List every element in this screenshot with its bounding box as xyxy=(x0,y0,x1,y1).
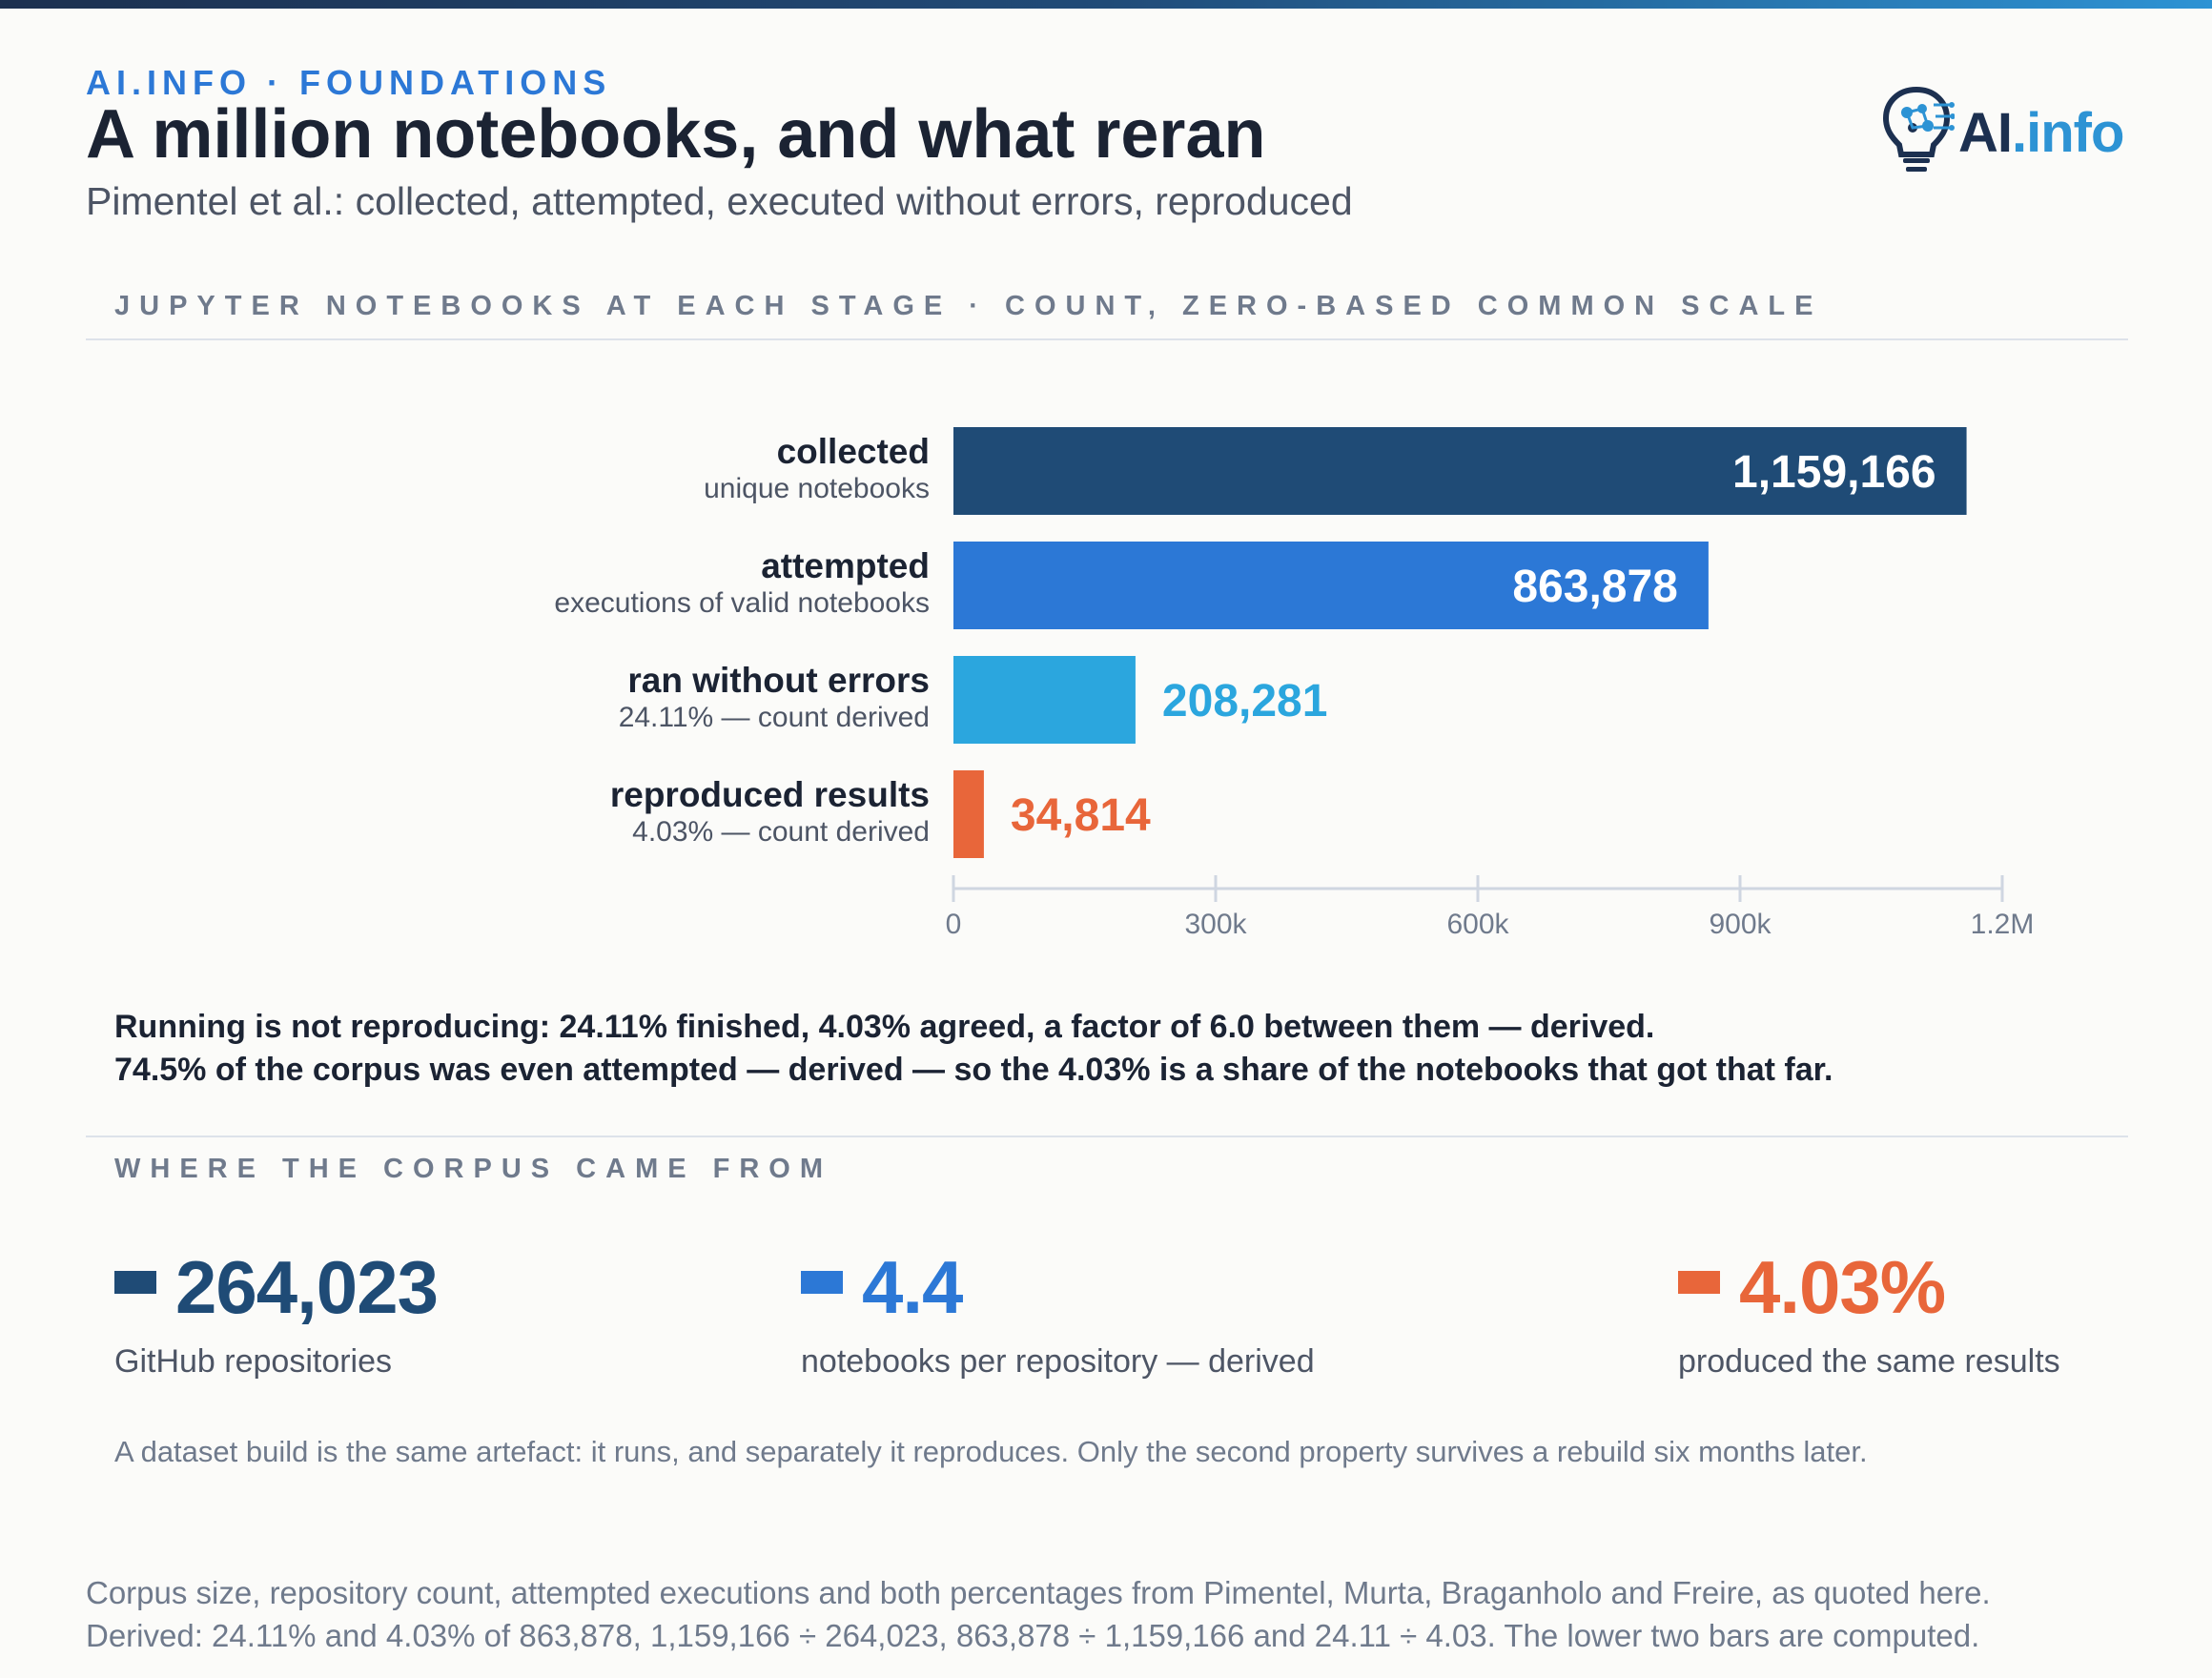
stat-swatch xyxy=(114,1271,156,1294)
category-label: ran without errors xyxy=(627,661,930,700)
x-tick-label: 0 xyxy=(946,909,962,940)
category-note: 24.11% — count derived xyxy=(619,702,930,733)
top-accent-bar xyxy=(0,0,2212,9)
page-title: A million notebooks, and what reran xyxy=(86,96,1266,173)
data-label: 863,878 xyxy=(1512,562,1678,612)
divider xyxy=(86,338,2128,340)
stat-swatch xyxy=(801,1271,843,1294)
bar-2 xyxy=(953,656,1136,744)
logo-wordmark: AI.info xyxy=(1958,102,2124,164)
category-note: 4.03% — count derived xyxy=(632,816,930,848)
stat-value: 264,023 xyxy=(175,1245,439,1329)
source-footer: Corpus size, repository count, attempted… xyxy=(86,1571,1991,1657)
ai-info-logo: AI.info xyxy=(1878,84,2136,175)
stat-value: 4.03% xyxy=(1739,1245,1946,1329)
x-tick-label: 900k xyxy=(1709,909,1772,940)
bar-0 xyxy=(953,427,1967,515)
takeaway-line-2: 74.5% of the corpus was even attempted —… xyxy=(114,1052,1833,1088)
corpus-section-label: WHERE THE CORPUS CAME FROM xyxy=(114,1154,832,1184)
x-tick-label: 1.2M xyxy=(1971,909,2035,940)
stat-value: 4.4 xyxy=(862,1245,963,1329)
footer-line-1: Corpus size, repository count, attempted… xyxy=(86,1575,1991,1610)
x-tick-label: 300k xyxy=(1184,909,1247,940)
data-label: 208,281 xyxy=(1162,676,1328,726)
x-tick-label: 600k xyxy=(1446,909,1509,940)
takeaway: Running is not reproducing: 24.11% finis… xyxy=(114,1006,1833,1092)
divider xyxy=(86,1136,2128,1137)
bar-3 xyxy=(953,770,984,858)
category-label: collected xyxy=(777,432,930,471)
takeaway-line-1: Running is not reproducing: 24.11% finis… xyxy=(114,1009,1655,1045)
chart-section-label: JUPYTER NOTEBOOKS AT EACH STAGE · COUNT,… xyxy=(114,291,1823,321)
data-label: 34,814 xyxy=(1011,790,1151,841)
stat-label: notebooks per repository — derived xyxy=(801,1343,1315,1380)
bar-1 xyxy=(953,542,1709,629)
category-label: reproduced results xyxy=(610,775,930,814)
category-note: executions of valid notebooks xyxy=(554,587,930,619)
category-note: unique notebooks xyxy=(704,473,930,504)
stat-swatch xyxy=(1678,1271,1720,1294)
lightbulb-brain-icon xyxy=(1882,86,1955,172)
data-label: 1,159,166 xyxy=(1732,447,1936,498)
category-label: attempted xyxy=(761,546,930,585)
footer-line-2: Derived: 24.11% and 4.03% of 863,878, 1,… xyxy=(86,1618,1980,1653)
stat-label: produced the same results xyxy=(1678,1343,2060,1380)
stat-label: GitHub repositories xyxy=(114,1343,393,1380)
note: A dataset build is the same artefact: it… xyxy=(114,1435,1868,1468)
page-subtitle: Pimentel et al.: collected, attempted, e… xyxy=(86,179,1353,223)
kicker: AI.INFO · FOUNDATIONS xyxy=(86,63,612,102)
